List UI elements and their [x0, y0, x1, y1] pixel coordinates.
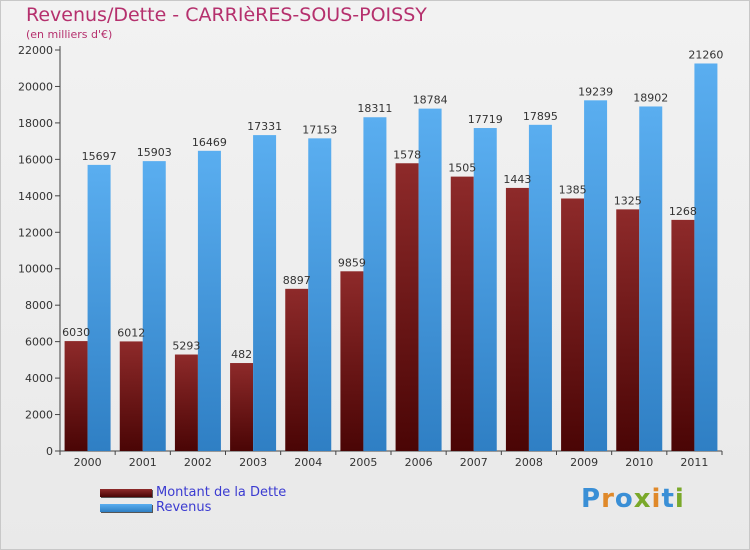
proxiti-logo: Proxiti — [581, 484, 685, 514]
y-tick-label: 4000 — [25, 372, 53, 385]
data-label: 1325 — [614, 194, 642, 207]
x-tick-label: 2010 — [625, 456, 653, 469]
x-tick-label: 2003 — [239, 456, 267, 469]
data-label: 17153 — [302, 123, 337, 136]
bar-revenus — [584, 100, 608, 451]
y-tick-label: 22000 — [18, 44, 53, 57]
data-label: 17331 — [247, 120, 282, 133]
x-tick-label: 2004 — [294, 456, 322, 469]
bar-dette — [174, 354, 198, 451]
bar-revenus — [639, 106, 663, 452]
x-tick-label: 2005 — [349, 456, 377, 469]
data-label: 6012 — [117, 326, 145, 339]
bar-dette — [64, 341, 88, 451]
bar-dette — [671, 219, 695, 451]
data-label: 17895 — [523, 110, 558, 123]
bar-revenus — [308, 138, 332, 451]
x-tick-label: 2002 — [184, 456, 212, 469]
y-tick-label: 16000 — [18, 153, 53, 166]
legend-swatch-revenus — [100, 504, 152, 512]
x-tick-label: 2007 — [460, 456, 488, 469]
data-label: 18784 — [413, 94, 448, 107]
y-tick-label: 18000 — [18, 117, 53, 130]
bar-dette — [561, 198, 585, 451]
bar-revenus — [528, 124, 552, 452]
x-tick-label: 2000 — [74, 456, 102, 469]
data-labels: 6030 6012 5293 482 8897 9859 1578 1505 1443 1385 1… — [62, 48, 723, 361]
data-label: 9859 — [338, 256, 366, 269]
y-tick-label: 0 — [46, 445, 53, 458]
bar-dette — [395, 163, 419, 451]
data-label: 5293 — [172, 340, 200, 353]
bar-dette — [616, 209, 640, 451]
bar-dette — [119, 341, 143, 451]
bar-revenus — [418, 108, 442, 452]
bar-revenus — [694, 63, 718, 451]
data-label: 1505 — [448, 162, 476, 175]
x-tick-label: 2008 — [515, 456, 543, 469]
y-tick-label: 6000 — [25, 336, 53, 349]
data-label: 8897 — [283, 274, 311, 287]
legend-label-dette: Montant de la Dette — [156, 485, 287, 500]
data-label: 18311 — [357, 102, 392, 115]
data-label: 18902 — [633, 91, 668, 104]
bar-revenus — [197, 150, 221, 451]
data-label: 16469 — [192, 136, 227, 149]
bar-dette — [505, 187, 529, 451]
y-tick-label: 10000 — [18, 263, 53, 276]
data-label: 1443 — [503, 173, 531, 186]
data-label: 21260 — [688, 48, 723, 61]
data-label: 15903 — [137, 146, 172, 159]
chart-title: Revenus/Dette - CARRIèRES-SOUS-POISSY — [26, 4, 427, 26]
bar-dette — [450, 176, 474, 452]
bar-dette — [285, 288, 309, 451]
bar-revenus — [87, 164, 111, 451]
y-tick-label: 14000 — [18, 190, 53, 203]
bar-revenus — [473, 128, 497, 452]
data-label: 482 — [231, 348, 252, 361]
bar-revenus — [363, 117, 387, 451]
data-label: 1385 — [559, 183, 587, 196]
bar-dette — [230, 363, 254, 451]
y-tick-label: 8000 — [25, 299, 53, 312]
x-tick-label: 2011 — [680, 456, 708, 469]
x-tick-label: 2006 — [405, 456, 433, 469]
axes: 0 2000 4000 6000 8000 10000 12000 14000 16000 180… — [18, 44, 723, 469]
y-tick-label: 12000 — [18, 226, 53, 239]
data-label: 1578 — [393, 148, 421, 161]
legend-swatch-dette — [100, 489, 152, 497]
x-tick-label: 2009 — [570, 456, 598, 469]
data-label: 19239 — [578, 85, 613, 98]
y-tick-label: 20000 — [18, 80, 53, 93]
bar-revenus — [142, 161, 166, 451]
bar-dette — [340, 271, 364, 451]
y-tick-label: 2000 — [25, 409, 53, 422]
bar-revenus — [253, 135, 277, 451]
legend-label-revenus: Revenus — [156, 500, 212, 515]
bars — [64, 63, 718, 452]
data-label: 15697 — [82, 150, 117, 163]
data-label: 6030 — [62, 326, 90, 339]
data-label: 1268 — [669, 205, 697, 218]
x-tick-label: 2001 — [129, 456, 157, 469]
chart-subtitle: (en milliers d'€) — [26, 28, 113, 41]
data-label: 17719 — [468, 113, 503, 126]
